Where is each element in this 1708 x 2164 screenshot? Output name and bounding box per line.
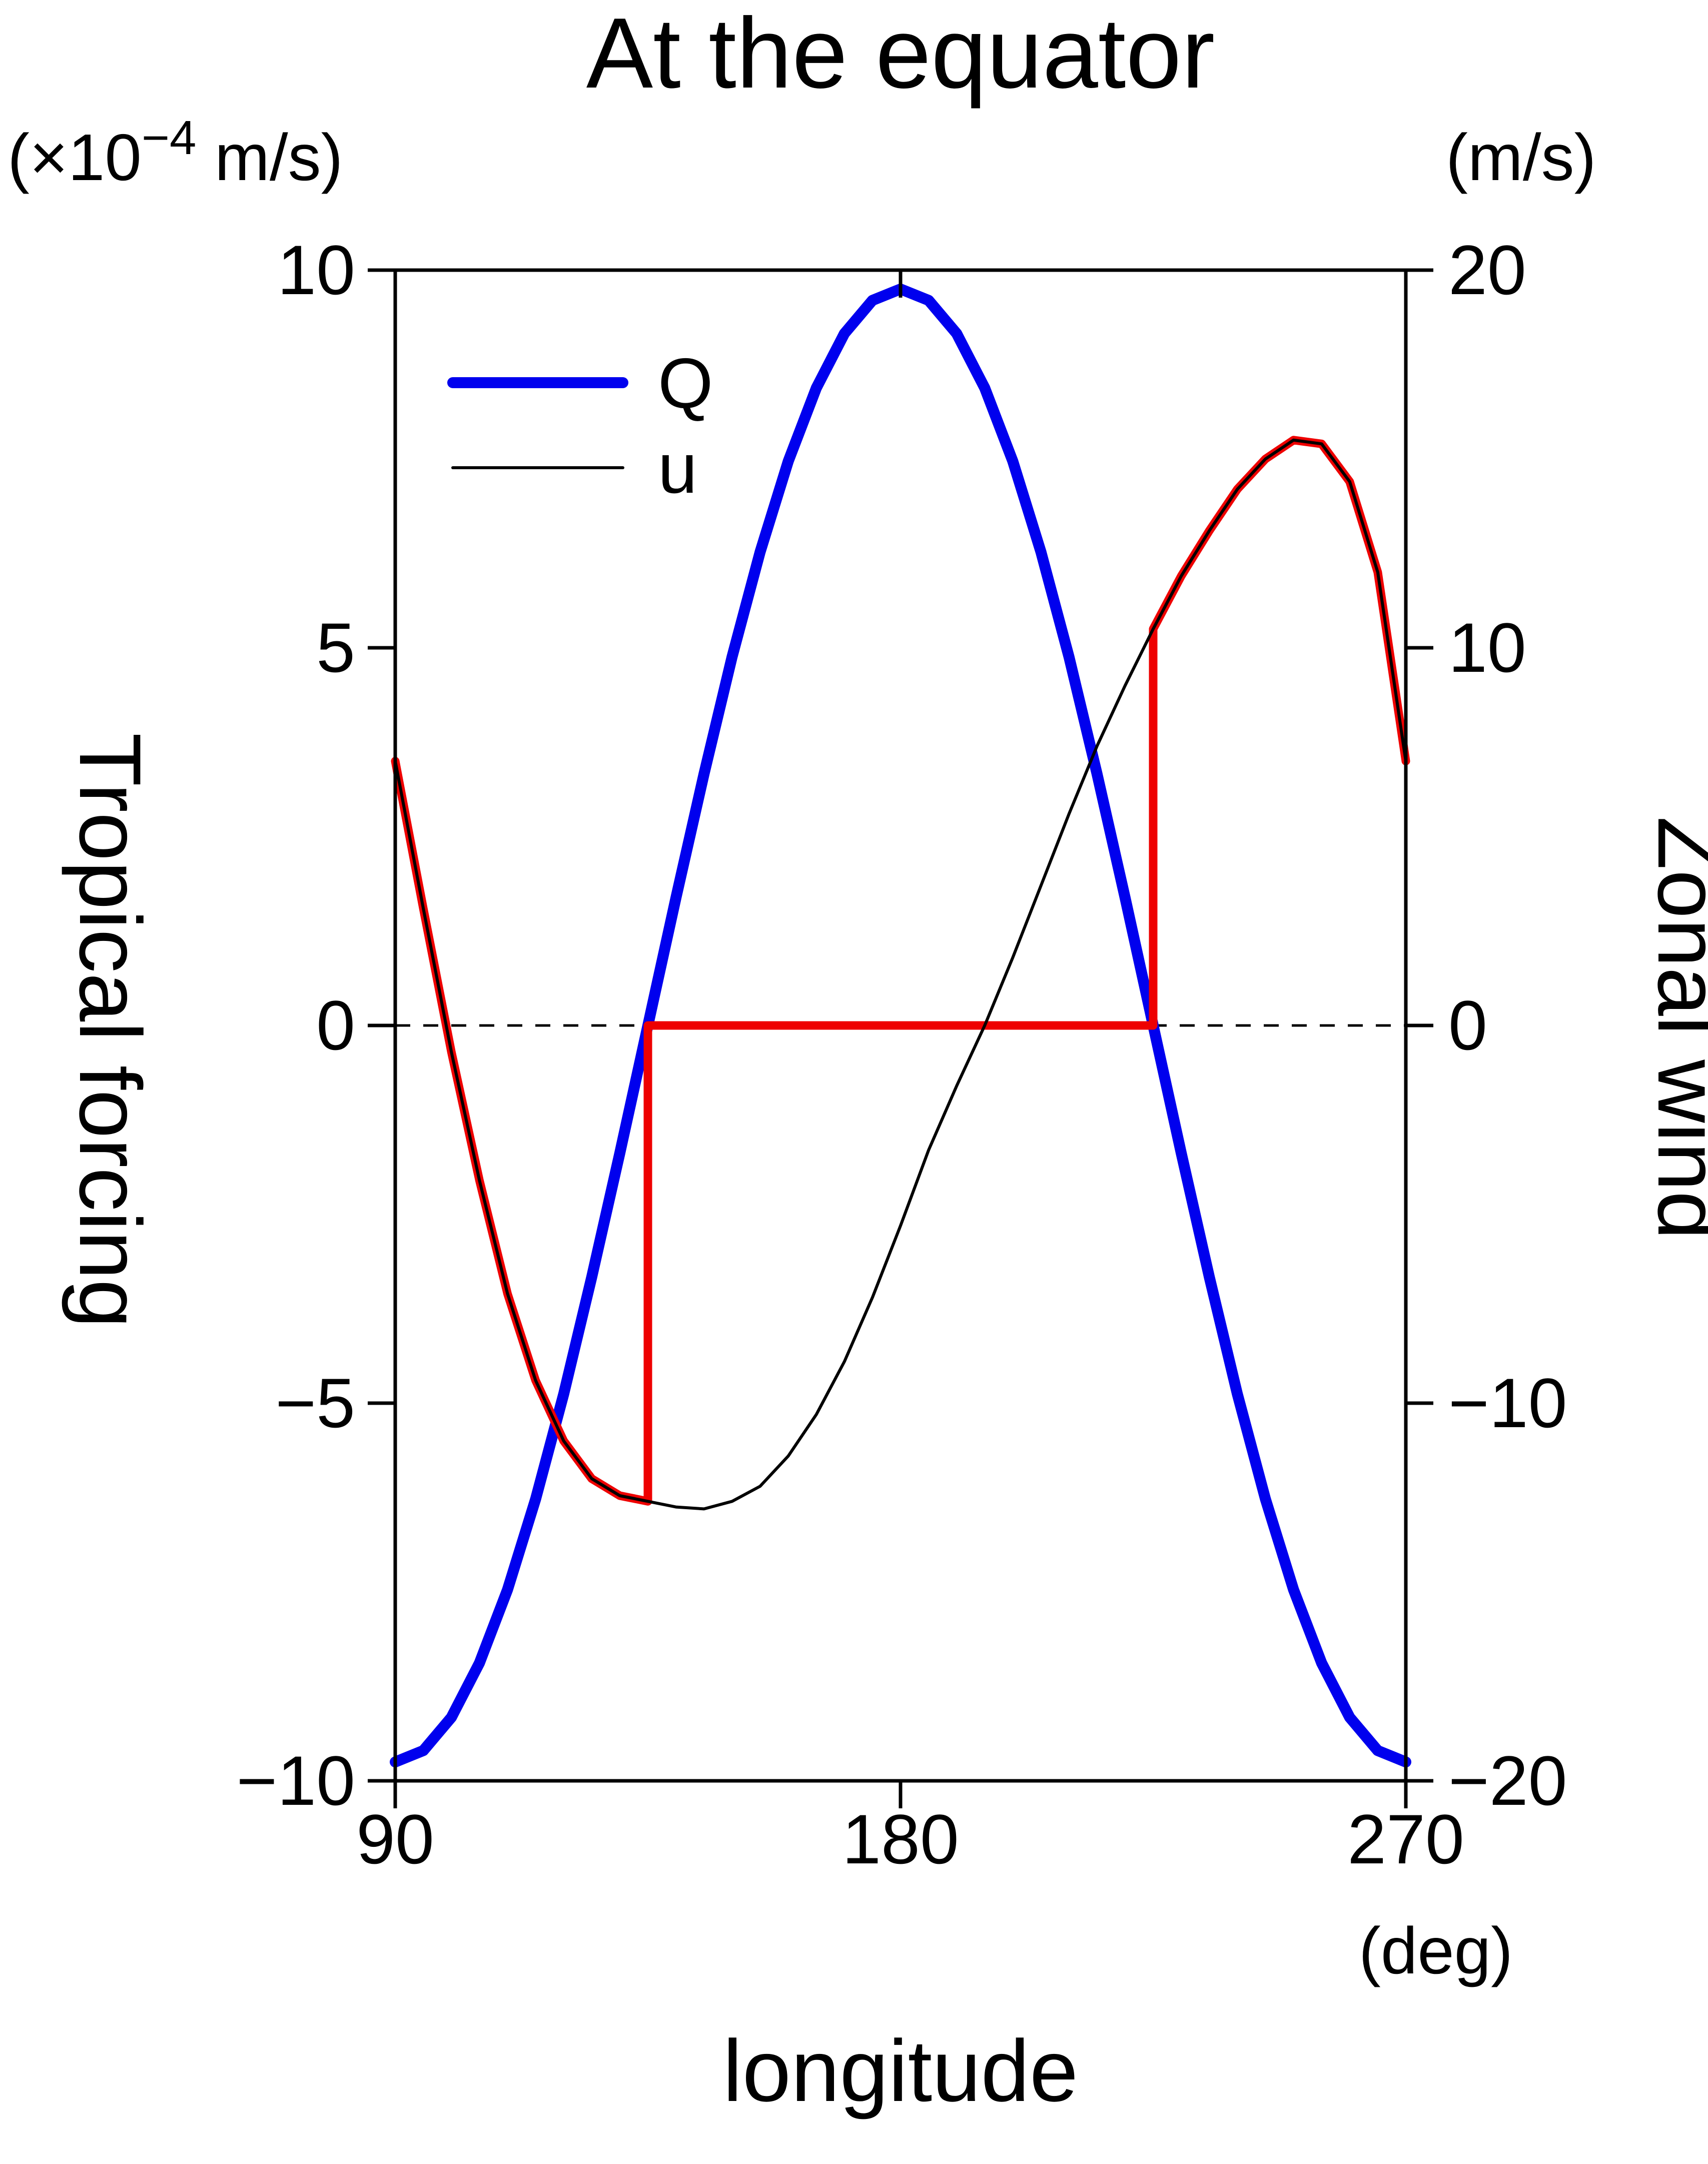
series-u xyxy=(394,438,1407,1511)
x-axis-label: longitude xyxy=(723,2022,1078,2120)
bottom-tick-label: 270 xyxy=(1347,1800,1464,1878)
left-axis-unit: (×10−4 m/s) xyxy=(8,111,343,194)
series-u-red-segments xyxy=(391,436,1410,1506)
left-tick-label: 0 xyxy=(316,986,355,1064)
right-tick-label: 10 xyxy=(1448,608,1526,687)
left-tick-label: 10 xyxy=(277,231,355,309)
chart-title: At the equator xyxy=(586,0,1215,109)
right-axis-unit: (m/s) xyxy=(1446,121,1596,194)
bottom-tick-label: 180 xyxy=(842,1800,959,1878)
ticks-group xyxy=(368,268,1433,1808)
legend-u-label: u xyxy=(658,429,697,508)
left-axis-label: Tropical forcing xyxy=(61,733,159,1328)
x-axis-unit: (deg) xyxy=(1359,1914,1513,1987)
plot-frame xyxy=(393,268,1408,1783)
left-tick-label: −10 xyxy=(237,1741,355,1820)
right-tick-label: 0 xyxy=(1448,986,1487,1064)
left-tick-label: 5 xyxy=(316,608,355,687)
bottom-tick-label: 90 xyxy=(356,1800,434,1878)
tick-labels-group: 10 5 0 −5 −10 20 10 0 −10 −20 90 180 270 xyxy=(237,231,1567,1878)
right-tick-label: 20 xyxy=(1448,231,1526,309)
right-axis-label: Zonal wind xyxy=(1639,816,1708,1240)
right-tick-label: −20 xyxy=(1448,1741,1567,1820)
legend-q-label: Q xyxy=(658,344,713,423)
right-tick-label: −10 xyxy=(1448,1364,1567,1442)
left-tick-label: −5 xyxy=(275,1364,355,1442)
legend: Q u xyxy=(447,344,713,508)
